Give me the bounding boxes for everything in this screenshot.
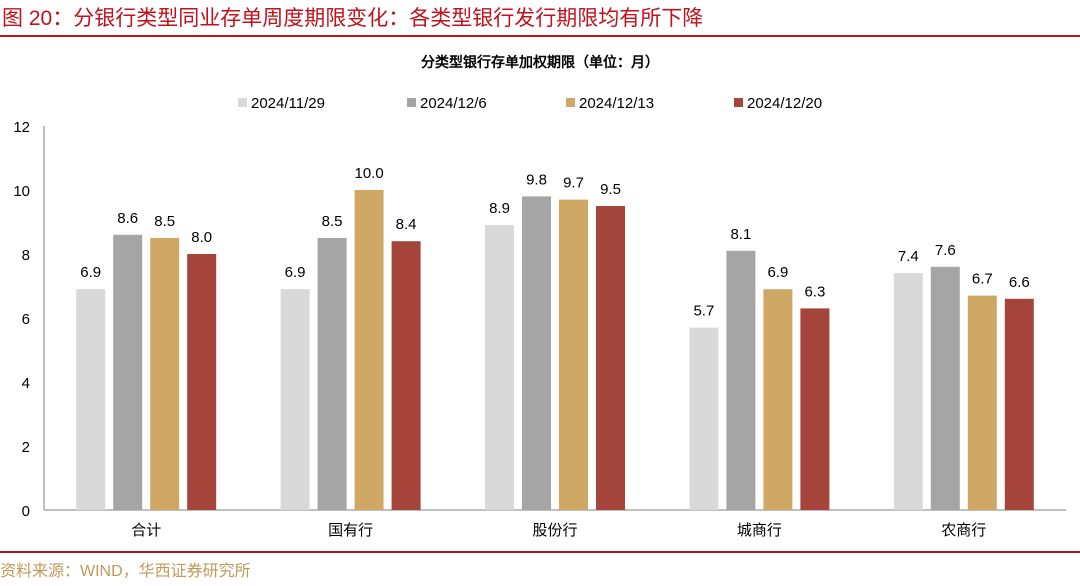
y-tick-label: 0 xyxy=(22,503,30,520)
data-label: 6.6 xyxy=(1009,274,1030,291)
y-tick-label: 12 xyxy=(13,119,30,136)
data-label: 6.9 xyxy=(285,264,306,281)
data-label: 6.3 xyxy=(804,283,825,300)
x-tick-label: 股份行 xyxy=(532,522,577,539)
data-label: 9.5 xyxy=(600,181,621,198)
bar xyxy=(596,206,625,510)
bar xyxy=(930,266,960,510)
bar xyxy=(689,327,719,510)
bar xyxy=(763,289,793,510)
y-tick-label: 6 xyxy=(22,311,30,328)
data-label: 6.7 xyxy=(972,271,993,288)
bar xyxy=(1004,298,1034,510)
y-tick-label: 8 xyxy=(22,247,30,264)
y-tick-label: 2 xyxy=(22,439,30,456)
bar xyxy=(150,238,180,510)
x-tick-label: 城商行 xyxy=(737,522,782,539)
data-label: 8.0 xyxy=(191,229,212,246)
data-label: 9.8 xyxy=(526,171,547,188)
bar xyxy=(485,225,514,510)
data-label: 8.6 xyxy=(117,210,138,227)
bar xyxy=(726,250,756,511)
legend-label: 2024/11/29 xyxy=(251,95,325,112)
y-tick-label: 4 xyxy=(22,375,30,392)
data-label: 10.0 xyxy=(354,165,383,182)
legend-swatch xyxy=(238,98,247,107)
data-label: 9.7 xyxy=(563,175,584,192)
bar xyxy=(317,238,347,510)
legend-label: 2024/12/6 xyxy=(420,95,487,112)
title-divider xyxy=(0,35,1080,37)
bar xyxy=(280,289,310,510)
source-note: 资料来源：WIND，华西证券研究所 xyxy=(0,563,251,580)
data-label: 7.6 xyxy=(935,242,956,259)
legend-swatch xyxy=(407,98,416,107)
bar xyxy=(76,289,106,510)
data-label: 5.7 xyxy=(693,303,714,320)
x-tick-label: 农商行 xyxy=(941,522,986,539)
legend-label: 2024/12/13 xyxy=(579,95,654,112)
data-label: 6.9 xyxy=(80,264,101,281)
legend-swatch xyxy=(734,98,743,107)
bar xyxy=(354,190,384,510)
x-tick-label: 合计 xyxy=(131,522,161,539)
data-label: 8.5 xyxy=(154,213,175,230)
data-label: 8.4 xyxy=(396,216,417,233)
data-label: 8.5 xyxy=(322,213,343,230)
bar xyxy=(522,196,551,510)
x-tick-label: 国有行 xyxy=(328,522,373,539)
figure-title: 图 20：分银行类型同业存单周度期限变化：各类型银行发行期限均有所下降 xyxy=(2,7,704,30)
bar xyxy=(893,273,923,510)
bar xyxy=(187,254,217,510)
source-divider xyxy=(0,551,1080,553)
data-label: 8.9 xyxy=(489,200,510,217)
y-tick-label: 10 xyxy=(13,183,30,200)
legend-swatch xyxy=(566,98,575,107)
bar xyxy=(559,199,588,510)
bar xyxy=(391,241,421,510)
chart-title: 分类型银行存单加权期限（单位：月） xyxy=(421,54,659,70)
bar xyxy=(800,308,830,510)
bar xyxy=(113,234,143,511)
legend-label: 2024/12/20 xyxy=(747,95,822,112)
data-label: 7.4 xyxy=(898,248,919,265)
data-label: 6.9 xyxy=(767,264,788,281)
bar xyxy=(967,295,997,510)
data-label: 8.1 xyxy=(730,226,751,243)
